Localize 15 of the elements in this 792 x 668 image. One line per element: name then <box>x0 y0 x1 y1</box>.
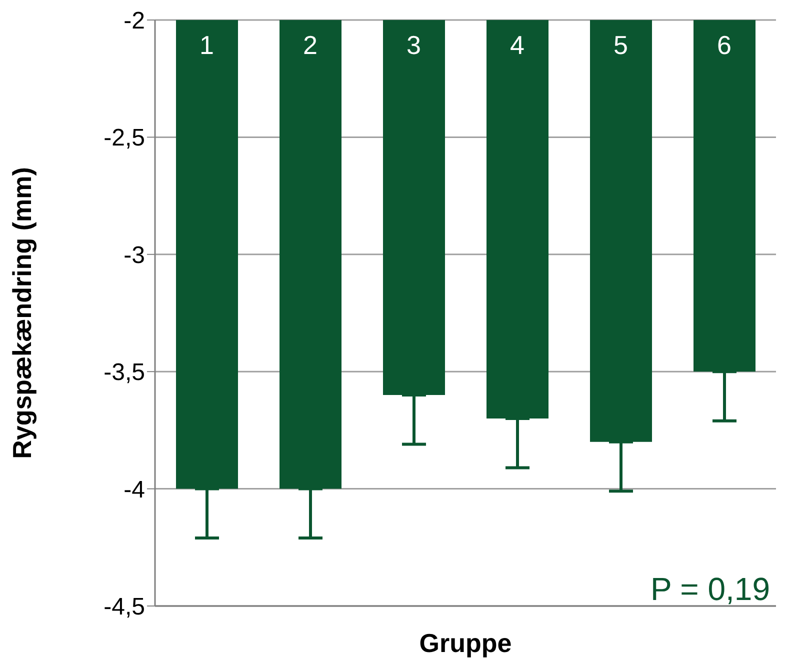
x-tick-label: 1 <box>200 30 214 60</box>
x-tick-label: 6 <box>717 30 732 60</box>
y-axis-title: Rygspækændring (mm) <box>7 167 38 459</box>
y-tick-label: -2,5 <box>104 124 145 152</box>
x-tick-label: 2 <box>303 30 318 60</box>
x-tick-label: 3 <box>406 30 421 60</box>
x-axis-title: Gruppe <box>419 628 512 658</box>
y-tick-label: -4,5 <box>104 594 145 621</box>
y-tick-label: -4 <box>124 476 145 504</box>
y-tick-label: -2 <box>124 8 145 35</box>
annotation: P = 0,19 <box>650 571 770 608</box>
y-tick-label: -3,5 <box>104 359 145 386</box>
x-tick-label: 5 <box>614 30 628 60</box>
x-tick-label: 4 <box>510 30 524 60</box>
y-tick-label: -3 <box>124 242 145 269</box>
